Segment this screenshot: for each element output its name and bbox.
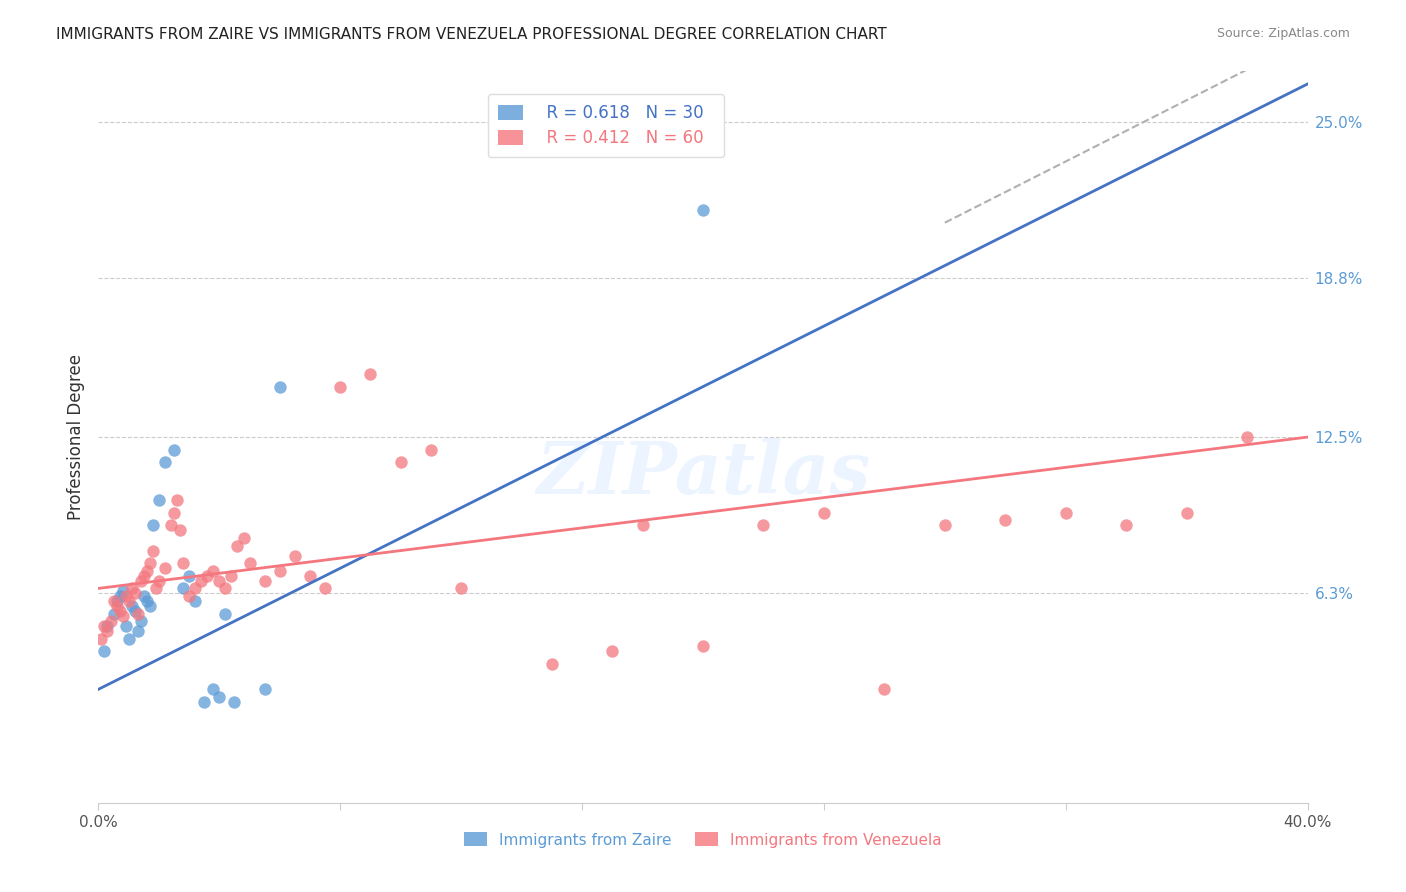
Point	[631, 518, 654, 533]
Point	[121, 599, 143, 613]
Point	[692, 640, 714, 654]
Point	[93, 619, 115, 633]
Point	[179, 589, 201, 603]
Point	[253, 574, 276, 588]
Point	[239, 556, 262, 570]
Point	[269, 379, 291, 393]
Point	[124, 586, 146, 600]
Point	[153, 561, 176, 575]
Point	[166, 493, 188, 508]
Point	[226, 539, 249, 553]
Point	[105, 594, 128, 608]
Point	[135, 594, 157, 608]
Point	[114, 619, 136, 633]
Point	[224, 695, 246, 709]
Point	[208, 574, 231, 588]
Point	[329, 379, 352, 393]
Point	[118, 594, 141, 608]
Y-axis label: Professional Degree: Professional Degree	[66, 354, 84, 520]
Point	[420, 442, 443, 457]
Point	[111, 609, 134, 624]
Point	[124, 604, 146, 618]
Point	[232, 531, 254, 545]
Point	[193, 695, 215, 709]
Point	[129, 574, 152, 588]
Point	[221, 569, 243, 583]
Point	[103, 594, 125, 608]
Point	[253, 682, 276, 697]
Text: Source: ZipAtlas.com: Source: ZipAtlas.com	[1216, 27, 1350, 40]
Point	[127, 607, 149, 621]
Point	[163, 442, 186, 457]
Point	[202, 564, 225, 578]
Point	[135, 564, 157, 578]
Point	[142, 543, 165, 558]
Point	[153, 455, 176, 469]
Point	[602, 644, 624, 658]
Point	[1236, 430, 1258, 444]
Point	[214, 607, 236, 621]
Point	[1115, 518, 1137, 533]
Point	[111, 583, 134, 598]
Point	[100, 614, 122, 628]
Point	[172, 582, 194, 596]
Point	[190, 574, 212, 588]
Point	[139, 556, 162, 570]
Point	[90, 632, 112, 646]
Point	[184, 582, 207, 596]
Point	[160, 518, 183, 533]
Point	[184, 594, 207, 608]
Point	[129, 614, 152, 628]
Point	[873, 682, 896, 697]
Point	[118, 632, 141, 646]
Point	[1175, 506, 1198, 520]
Point	[139, 599, 162, 613]
Point	[127, 624, 149, 639]
Point	[169, 524, 191, 538]
Point	[360, 367, 382, 381]
Point	[314, 582, 336, 596]
Legend: Immigrants from Zaire, Immigrants from Venezuela: Immigrants from Zaire, Immigrants from V…	[458, 826, 948, 854]
Point	[132, 569, 155, 583]
Point	[195, 569, 218, 583]
Point	[540, 657, 562, 671]
Point	[269, 564, 291, 578]
Point	[934, 518, 956, 533]
Point	[93, 644, 115, 658]
Point	[121, 582, 143, 596]
Point	[148, 574, 170, 588]
Point	[96, 624, 118, 639]
Point	[103, 607, 125, 621]
Point	[163, 506, 186, 520]
Point	[752, 518, 775, 533]
Point	[450, 582, 472, 596]
Point	[142, 518, 165, 533]
Point	[96, 619, 118, 633]
Point	[105, 599, 128, 613]
Point	[284, 549, 307, 563]
Point	[108, 589, 131, 603]
Point	[389, 455, 412, 469]
Point	[813, 506, 835, 520]
Point	[299, 569, 322, 583]
Point	[145, 582, 167, 596]
Point	[148, 493, 170, 508]
Point	[114, 589, 136, 603]
Point	[692, 203, 714, 218]
Point	[214, 582, 236, 596]
Text: IMMIGRANTS FROM ZAIRE VS IMMIGRANTS FROM VENEZUELA PROFESSIONAL DEGREE CORRELATI: IMMIGRANTS FROM ZAIRE VS IMMIGRANTS FROM…	[56, 27, 887, 42]
Point	[208, 690, 231, 704]
Point	[108, 604, 131, 618]
Point	[179, 569, 201, 583]
Point	[1054, 506, 1077, 520]
Point	[994, 513, 1017, 527]
Point	[202, 682, 225, 697]
Text: ZIPatlas: ZIPatlas	[536, 438, 870, 509]
Point	[172, 556, 194, 570]
Point	[132, 589, 155, 603]
